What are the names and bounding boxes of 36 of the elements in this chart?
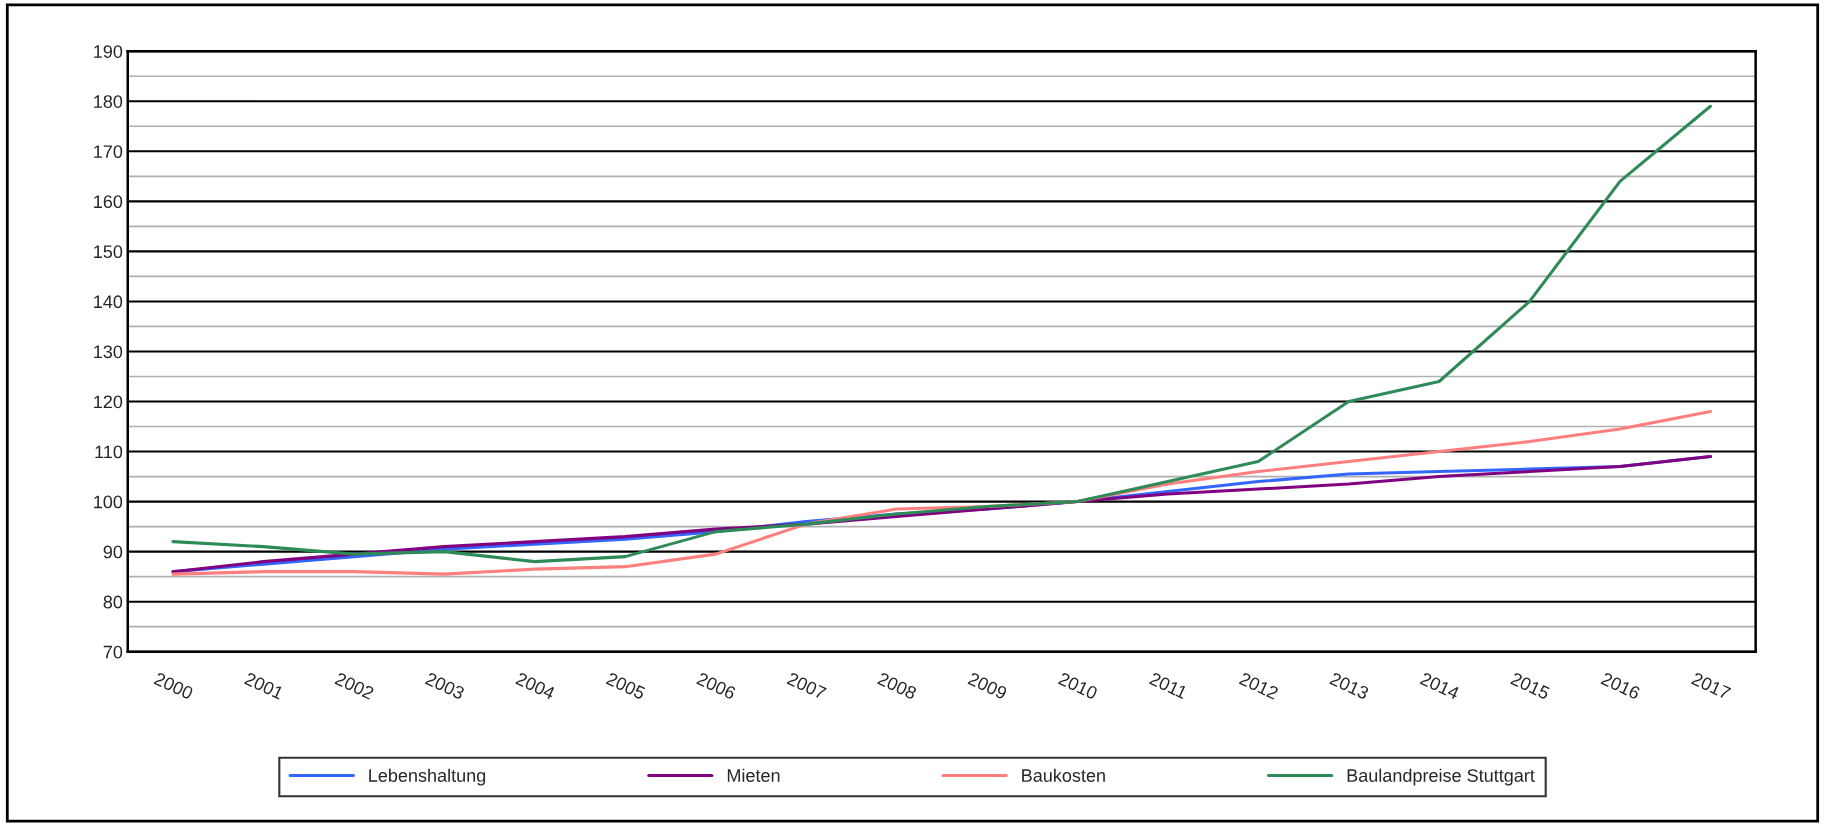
x-tick-label: 2010: [1057, 671, 1099, 700]
x-tick-label: 2000: [153, 671, 194, 700]
x-tick-label: 2013: [1329, 671, 1370, 700]
legend-label: Baukosten: [1022, 768, 1105, 782]
y-tick-label: 150: [94, 245, 123, 259]
y-tick-label: 180: [94, 95, 123, 108]
y-tick-label: 190: [94, 45, 123, 58]
x-tick-label: 2014: [1419, 671, 1461, 700]
x-tick-label: 2011: [1148, 671, 1188, 700]
x-tick-label: 2002: [334, 671, 375, 700]
x-tick-label: 2006: [696, 671, 737, 700]
x-tick-label: 2008: [877, 671, 918, 700]
x-tick-label: 2009: [967, 671, 1008, 700]
line-series: [171, 104, 1712, 564]
y-tick-label: 170: [94, 145, 123, 159]
x-tick-label: 2003: [424, 671, 466, 700]
y-tick-label: 130: [94, 345, 123, 359]
legend-label: Mieten: [727, 768, 780, 782]
x-tick-label: 2004: [515, 671, 556, 700]
x-tick-label: 2017: [1691, 671, 1732, 700]
x-tick-label: 2016: [1600, 671, 1641, 700]
y-tick-label: 90: [103, 545, 123, 559]
x-tick-label: 2015: [1510, 671, 1551, 700]
y-tick-label: 110: [95, 445, 123, 459]
legend-label: Lebenshaltung: [369, 768, 486, 786]
legend-label: Baulandpreise Stuttgart: [1347, 768, 1535, 786]
x-tick-label: 2001: [243, 671, 285, 700]
y-tick-label: 70: [103, 645, 123, 659]
y-tick-label: 120: [94, 395, 123, 409]
x-tick-label: 2007: [786, 671, 827, 700]
x-tick-label: 2005: [605, 671, 647, 700]
x-tick-label: 2012: [1238, 671, 1279, 700]
y-tick-label: 100: [94, 495, 123, 509]
y-tick-label: 160: [94, 195, 123, 209]
y-tick-label: 140: [94, 295, 123, 309]
y-tick-label: 80: [103, 595, 123, 609]
